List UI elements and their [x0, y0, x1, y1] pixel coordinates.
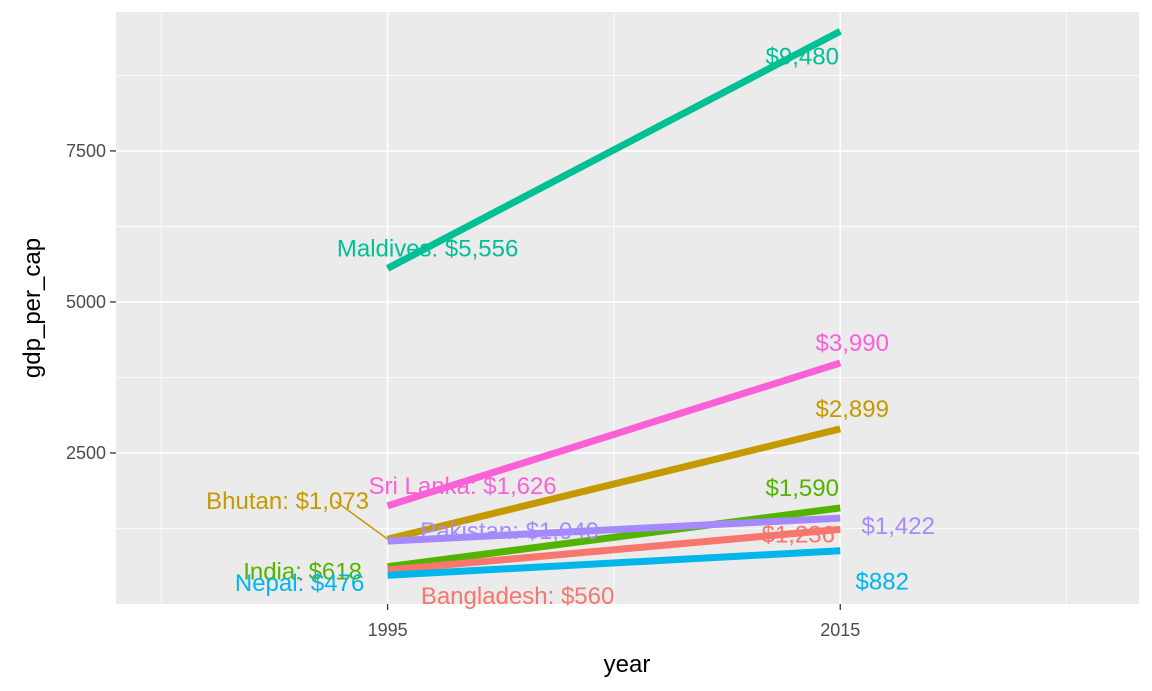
end-label-bangladesh: $1,236 [762, 521, 835, 548]
series-line-india [387, 504, 841, 571]
x-tick-label: 2015 [820, 620, 860, 640]
series-line-nepal [387, 547, 841, 579]
x-axis: 1995 2015 [368, 604, 860, 640]
series-line-sri-lanka [386, 359, 842, 510]
series-line-bhutan [386, 425, 842, 543]
label-leader-bhutan [335, 500, 389, 540]
start-label-bangladesh: Bangladesh: $560 [421, 583, 615, 610]
end-label-india: $1,590 [766, 475, 839, 502]
start-label-sri-lanka: Sri Lanka: $1,626 [369, 473, 557, 500]
series-line-bangladesh [387, 525, 841, 574]
end-label-nepal: $882 [856, 569, 909, 596]
start-label-nepal: Nepal: $476 [235, 570, 364, 597]
y-tick-label: 5000 [66, 292, 106, 312]
end-label-pakistan: $1,422 [862, 513, 935, 540]
end-label-bhutan: $2,899 [816, 396, 889, 423]
series-line-pakistan [387, 514, 841, 545]
x-axis-title: year [604, 651, 651, 678]
y-axis-title: gdp_per_cap [19, 238, 46, 378]
series-line-maldives [385, 28, 842, 272]
start-label-india: India: $618 [243, 559, 362, 586]
minor-gridlines [116, 12, 1139, 604]
x-tick-label: 1995 [368, 620, 408, 640]
y-tick-label: 7500 [66, 141, 106, 161]
data-labels: Maldives: $5,556 $9,480 Sri Lanka: $1,626 $… [206, 43, 935, 610]
end-label-sri-lanka: $3,990 [816, 330, 889, 357]
end-label-maldives: $9,480 [766, 43, 839, 70]
plot-panel [116, 12, 1139, 604]
major-gridlines [116, 12, 1139, 604]
start-label-maldives: Maldives: $5,556 [337, 235, 518, 262]
y-tick-label: 2500 [66, 443, 106, 463]
y-axis: 2500 5000 7500 [66, 141, 116, 463]
start-label-bhutan: Bhutan: $1,073 [206, 488, 369, 515]
series-lines [385, 28, 842, 579]
start-label-pakistan: Pakistan: $1,040 [420, 518, 599, 545]
